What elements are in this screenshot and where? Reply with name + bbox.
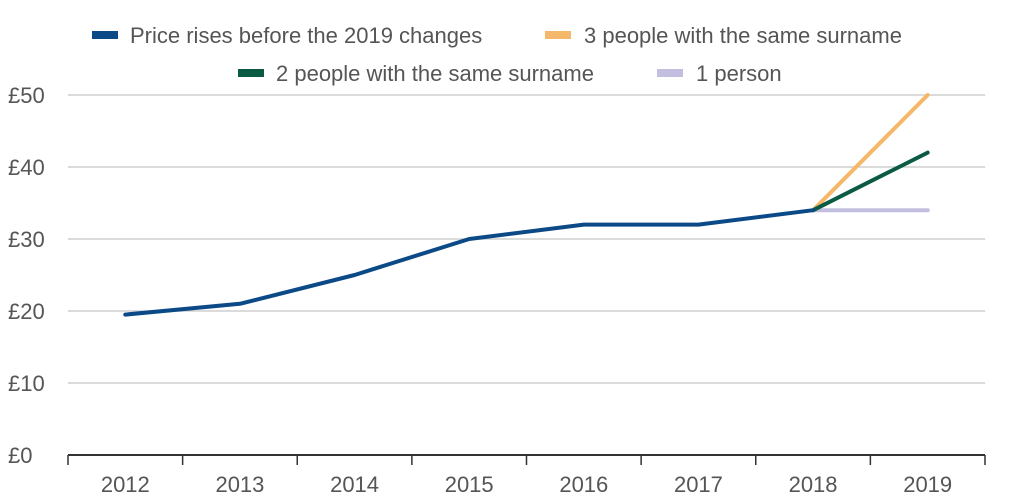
x-axis-tick-labels: 2012 2013 2014 2015 2016 2017 2018 2019 [101, 472, 952, 497]
y-tick-label: £0 [8, 443, 32, 468]
x-tick-label: 2019 [903, 472, 952, 497]
y-tick-label: £50 [8, 83, 45, 108]
x-axis [67, 454, 986, 465]
legend-label-price-rises-before-the-2019-changes: Price rises before the 2019 changes [130, 23, 482, 48]
series-lines [123, 93, 930, 317]
series-line-price-rises-before-the-2019-changes [123, 208, 816, 317]
legend-swatch-3-people-with-the-same-surname [545, 31, 571, 39]
legend-swatch-price-rises-before-the-2019-changes [92, 31, 118, 39]
legend-swatch-2-people-with-the-same-surname [238, 69, 264, 77]
x-tick-label: 2018 [789, 472, 838, 497]
y-axis-tick-labels: £0 £10 £20 £30 £40 £50 [8, 83, 45, 468]
legend-swatch-1-person [657, 69, 683, 77]
legend-label-2-people-with-the-same-surname: 2 people with the same surname [276, 61, 594, 86]
x-tick-label: 2014 [330, 472, 379, 497]
legend-label-1-person: 1 person [696, 61, 782, 86]
gridlines [68, 94, 985, 384]
y-tick-label: £10 [8, 371, 45, 396]
y-tick-label: £20 [8, 299, 45, 324]
x-tick-label: 2017 [674, 472, 723, 497]
legend-label-3-people-with-the-same-surname: 3 people with the same surname [584, 23, 902, 48]
y-tick-label: £40 [8, 155, 45, 180]
legend: Price rises before the 2019 changes 3 peo… [92, 23, 902, 86]
x-tick-label: 2016 [559, 472, 608, 497]
series-line-2-people-with-the-same-surname [811, 150, 930, 213]
x-tick-label: 2012 [101, 472, 150, 497]
x-tick-label: 2013 [215, 472, 264, 497]
y-tick-label: £30 [8, 227, 45, 252]
series-line-3-people-with-the-same-surname [811, 93, 930, 213]
x-tick-label: 2015 [445, 472, 494, 497]
